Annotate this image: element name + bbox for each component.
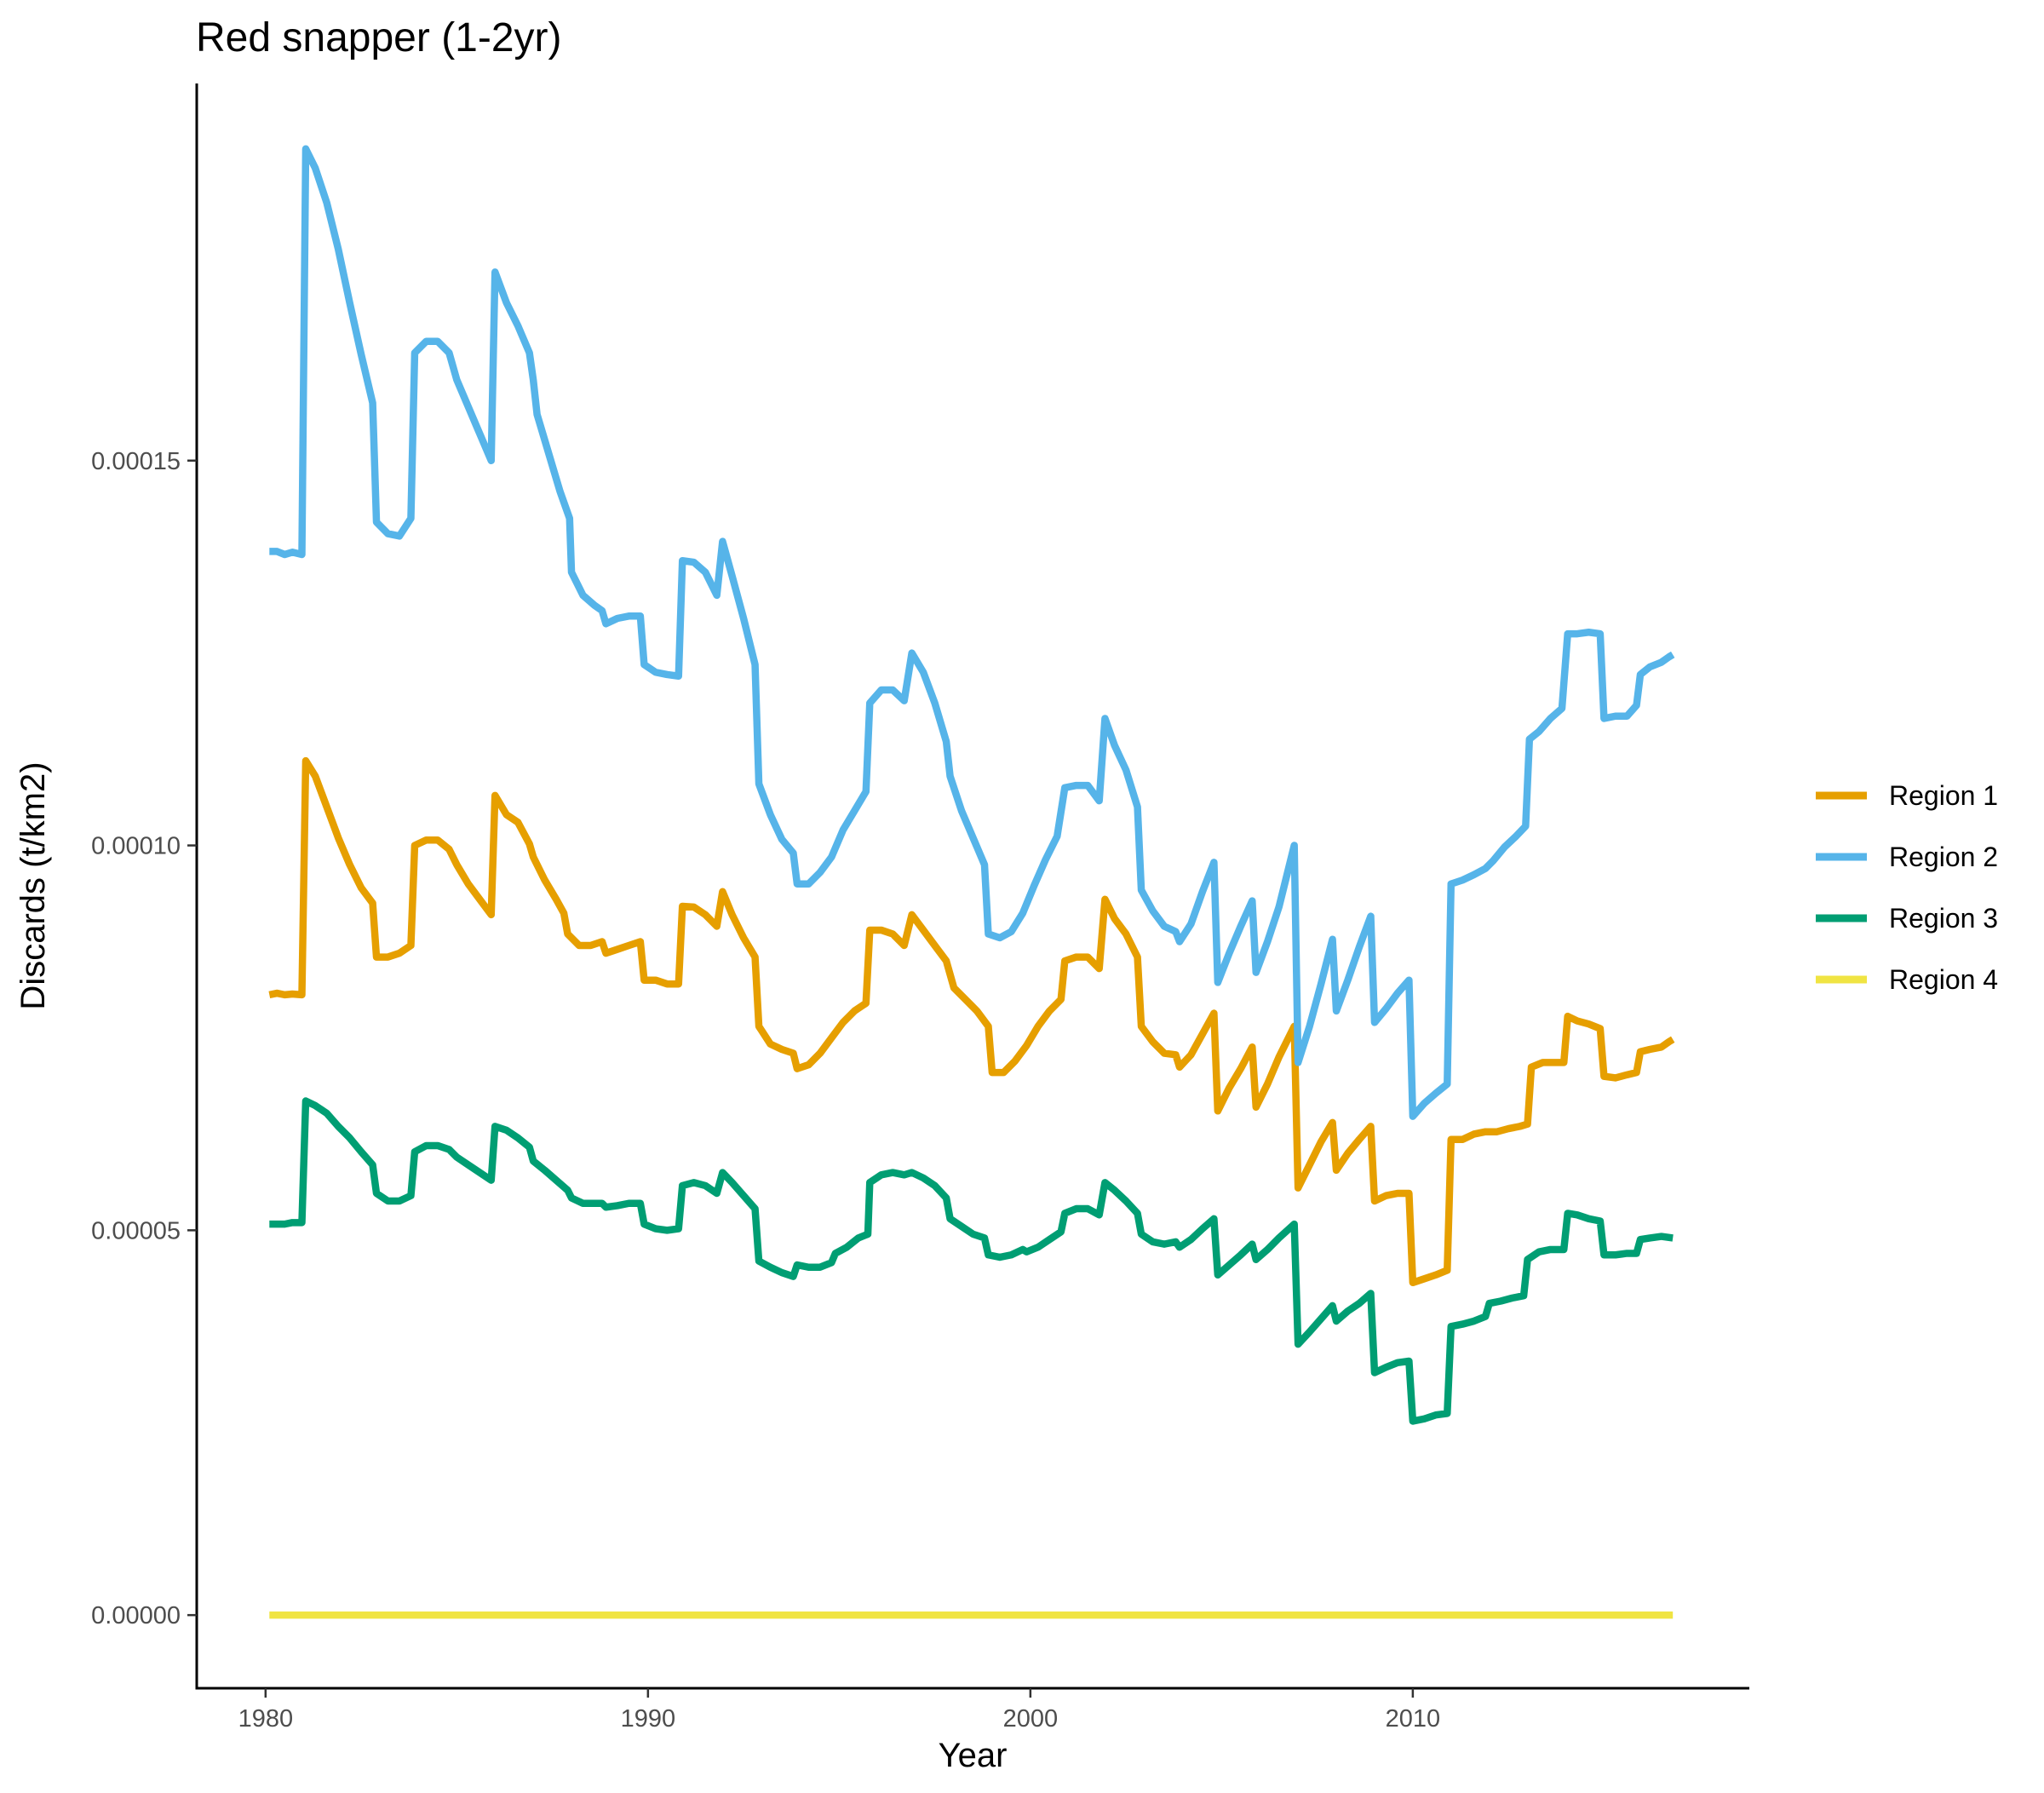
y-tick-label: 0.00015: [91, 448, 181, 475]
legend: Region 1 Region 2 Region 3 Region 4: [1816, 780, 1998, 995]
x-tick-label: 1990: [621, 1705, 676, 1733]
series-line-region-3: [269, 1097, 1674, 1425]
series-line-region-1: [268, 756, 1675, 1287]
x-axis-title: Year: [939, 1737, 1008, 1774]
legend-item-region-1: Region 1: [1816, 780, 1998, 811]
series-line-region-2: [269, 145, 1675, 1120]
y-tick-label: 0.00000: [91, 1602, 181, 1629]
x-tick-label: 2010: [1386, 1705, 1441, 1733]
y-axis-ticks: 0.00000 0.00005 0.00010 0.00015: [91, 448, 197, 1629]
legend-item-region-3: Region 3: [1816, 903, 1998, 934]
legend-item-region-2: Region 2: [1816, 842, 1998, 872]
legend-label: Region 4: [1889, 964, 1998, 995]
series-layer: [268, 145, 1675, 1619]
plot-area: 1980 1990 2000 2010 0.000000.000050.000100.…: [91, 83, 1749, 1733]
legend-label: Region 3: [1889, 903, 1998, 934]
x-tick-label: 1980: [238, 1705, 294, 1733]
x-axis-ticks: 1980 1990 2000 2010: [238, 1688, 1441, 1733]
chart-title: Red snapper (1-2yr): [196, 15, 562, 60]
legend-label: Region 2: [1889, 842, 1998, 872]
legend-label: Region 1: [1889, 780, 1998, 811]
y-tick-label: 0.00005: [91, 1217, 181, 1244]
legend-item-region-4: Region 4: [1816, 964, 1998, 995]
y-axis-title: Discards (t/km2): [14, 761, 52, 1009]
y-tick-label: 0.00010: [91, 833, 181, 860]
x-tick-label: 2000: [1003, 1705, 1059, 1733]
